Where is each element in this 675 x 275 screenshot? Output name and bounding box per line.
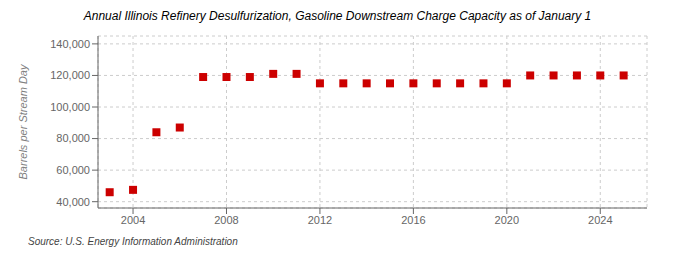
svg-text:Barrels per Stream Day: Barrels per Stream Day [17,63,29,179]
svg-text:2008: 2008 [214,214,238,226]
html-text:Annual Illinois Refinery Desul: Annual Illinois Refinery Desulfurization… [83,9,592,23]
svg-text:2012: 2012 [308,214,332,226]
svg-text:140,000: 140,000 [50,38,90,50]
svg-text:2016: 2016 [401,214,425,226]
svg-text:2004: 2004 [121,214,145,226]
svg-text:2020: 2020 [495,214,519,226]
svg-text:2024: 2024 [588,214,612,226]
svg-text:60,000: 60,000 [56,164,90,176]
svg-text:120,000: 120,000 [50,69,90,81]
svg-text:40,000: 40,000 [56,196,90,208]
svg-text:80,000: 80,000 [56,132,90,144]
svg-text:100,000: 100,000 [50,101,90,113]
html-text:Source: U.S. Energy Informatio: Source: U.S. Energy Information Administ… [28,236,238,247]
